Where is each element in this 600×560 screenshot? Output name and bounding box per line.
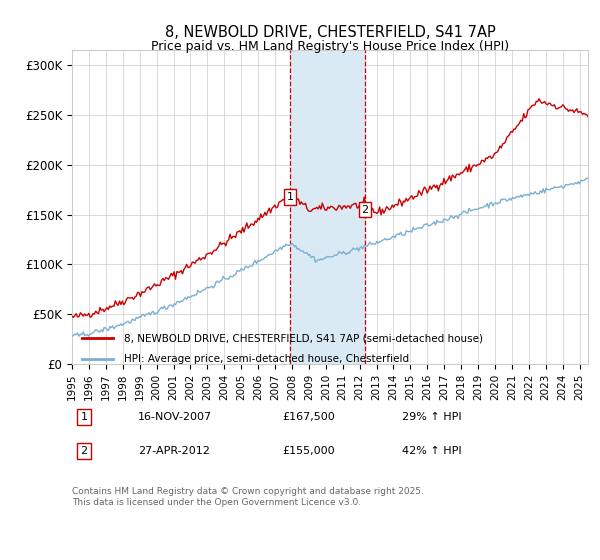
- Text: 2: 2: [80, 446, 88, 456]
- Text: Price paid vs. HM Land Registry's House Price Index (HPI): Price paid vs. HM Land Registry's House …: [151, 40, 509, 53]
- Text: 42% ↑ HPI: 42% ↑ HPI: [402, 446, 461, 456]
- Text: 8, NEWBOLD DRIVE, CHESTERFIELD, S41 7AP (semi-detached house): 8, NEWBOLD DRIVE, CHESTERFIELD, S41 7AP …: [124, 333, 482, 343]
- Text: £155,000: £155,000: [282, 446, 335, 456]
- Text: HPI: Average price, semi-detached house, Chesterfield: HPI: Average price, semi-detached house,…: [124, 354, 409, 364]
- Text: 8, NEWBOLD DRIVE, CHESTERFIELD, S41 7AP: 8, NEWBOLD DRIVE, CHESTERFIELD, S41 7AP: [164, 25, 496, 40]
- Text: Contains HM Land Registry data © Crown copyright and database right 2025.
This d: Contains HM Land Registry data © Crown c…: [72, 487, 424, 507]
- Text: 16-NOV-2007: 16-NOV-2007: [138, 412, 212, 422]
- Bar: [290, 50, 365, 364]
- Text: 1: 1: [80, 412, 88, 422]
- Text: 1: 1: [286, 192, 293, 202]
- Text: 27-APR-2012: 27-APR-2012: [138, 446, 210, 456]
- Text: £167,500: £167,500: [282, 412, 335, 422]
- Text: 29% ↑ HPI: 29% ↑ HPI: [402, 412, 461, 422]
- Text: 2: 2: [361, 205, 368, 214]
